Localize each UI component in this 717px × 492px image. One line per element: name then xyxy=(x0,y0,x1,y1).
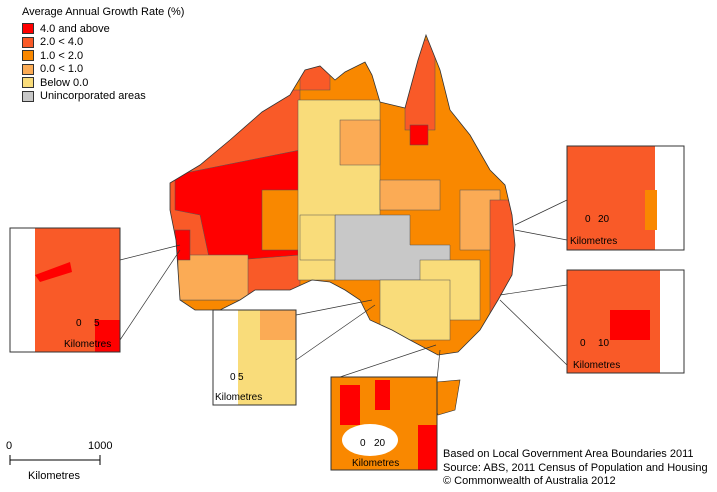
swatch xyxy=(22,63,34,75)
legend-label: 2.0 < 4.0 xyxy=(40,36,84,49)
credit-copyright: © Commonwealth of Australia 2012 xyxy=(443,475,616,487)
scale-end: 1000 xyxy=(88,440,113,452)
melbourne-scale-end: 20 xyxy=(374,438,386,449)
inset-sydney: 0 10 Kilometres xyxy=(566,269,685,374)
scale-bar xyxy=(9,455,101,465)
perth-scale-start: 0 xyxy=(76,318,82,329)
swatch xyxy=(22,77,34,89)
swatch xyxy=(22,23,34,35)
credit-boundaries: Based on Local Government Area Boundarie… xyxy=(443,448,694,460)
brisbane-scale-end: 20 xyxy=(598,214,610,225)
sydney-scale-start: 0 xyxy=(580,338,586,349)
inset-brisbane: 0 20 Kilometres xyxy=(566,145,685,251)
legend-title: Average Annual Growth Rate (%) xyxy=(22,6,185,18)
inset-melbourne: 0 20 Kilometres xyxy=(330,376,438,471)
perth-scale-unit: Kilometres xyxy=(64,339,111,350)
brisbane-scale-unit: Kilometres xyxy=(570,236,617,247)
perth-scale-end: 5 xyxy=(94,318,100,329)
legend-item: Unincorporated areas xyxy=(22,90,184,104)
legend-item: 2.0 < 4.0 xyxy=(22,36,184,50)
swatch xyxy=(22,50,34,62)
legend-item: 4.0 and above xyxy=(22,22,184,36)
melbourne-scale-start: 0 xyxy=(360,438,366,449)
brisbane-scale-start: 0 xyxy=(585,214,591,225)
legend-label: Unincorporated areas xyxy=(40,90,146,103)
legend: Average Annual Growth Rate (%) 4.0 and a… xyxy=(22,6,184,103)
melbourne-scale-unit: Kilometres xyxy=(352,458,399,469)
legend-item: Below 0.0 xyxy=(22,76,184,90)
legend-label: 0.0 < 1.0 xyxy=(40,63,84,76)
legend-item: 0.0 < 1.0 xyxy=(22,63,184,77)
adelaide-scale-start: 0 xyxy=(230,372,236,383)
adelaide-scale-unit: Kilometres xyxy=(215,392,262,403)
credits: Based on Local Government Area Boundarie… xyxy=(443,448,708,489)
sydney-scale-unit: Kilometres xyxy=(573,360,620,371)
sydney-scale-end: 10 xyxy=(598,338,610,349)
legend-label: 1.0 < 2.0 xyxy=(40,49,84,62)
inset-perth: 0 5 Kilometres xyxy=(9,227,121,353)
scale-start: 0 xyxy=(6,440,13,452)
legend-label: 4.0 and above xyxy=(40,22,110,35)
legend-label: Below 0.0 xyxy=(40,76,89,89)
legend-item: 1.0 < 2.0 xyxy=(22,49,184,63)
credit-source: Source: ABS, 2011 Census of Population a… xyxy=(443,461,708,474)
inset-adelaide: 0 5 Kilometres xyxy=(212,309,297,406)
swatch xyxy=(22,90,34,102)
adelaide-scale-end: 5 xyxy=(238,372,244,383)
swatch xyxy=(22,36,34,48)
scale-unit: Kilometres xyxy=(28,470,80,482)
